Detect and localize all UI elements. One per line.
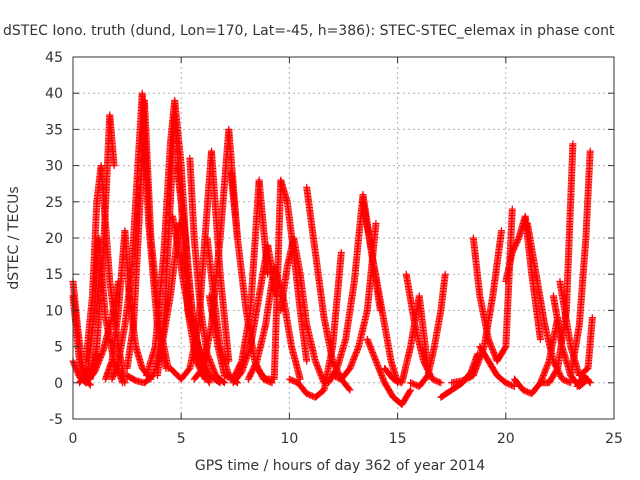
data-series — [86, 111, 118, 383]
data-point — [121, 379, 129, 387]
data-point — [110, 162, 118, 170]
data-point — [337, 248, 345, 256]
data-point — [303, 357, 311, 365]
data-marks — [69, 89, 596, 409]
